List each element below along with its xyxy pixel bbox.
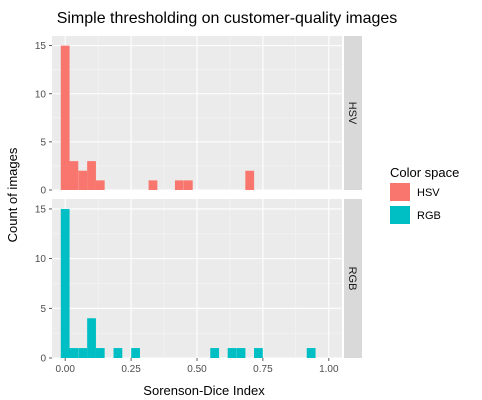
x-tick-label: 1.00	[319, 364, 339, 375]
y-tick-label: 0	[40, 354, 46, 365]
y-tick-label: 15	[35, 41, 47, 52]
histogram-bar	[236, 348, 246, 358]
y-tick-label: 15	[35, 204, 47, 215]
histogram-bar	[113, 348, 123, 358]
x-tick-label: 0.25	[121, 364, 141, 375]
facet-panel-hsv: 0 5 10 15 HSV	[35, 36, 362, 197]
x-tick-label: 0.00	[55, 364, 75, 375]
histogram-bar	[95, 180, 105, 190]
x-tick-label: 0.75	[253, 364, 273, 375]
facet-panel-rgb: 0 5 10 15 RGB	[35, 199, 362, 365]
histogram-bar	[306, 348, 316, 358]
histogram-bar	[183, 180, 193, 190]
legend-label-hsv: HSV	[417, 187, 440, 199]
facet-strip	[344, 36, 362, 190]
x-axis-title: Sorenson-Dice Index	[143, 383, 265, 398]
y-tick-label: 10	[35, 254, 47, 265]
histogram-bar	[95, 348, 105, 358]
facet-strip-label: RGB	[346, 267, 358, 291]
histogram-bar	[78, 170, 88, 190]
histogram-bar	[245, 170, 255, 190]
y-axis-title: Count of images	[5, 147, 20, 242]
histogram-bar	[78, 348, 88, 358]
chart-title: Simple thresholding on customer-quality …	[57, 10, 398, 27]
facet-strip-label: HSV	[346, 102, 358, 125]
legend: Color space HSV RGB	[390, 165, 459, 224]
histogram-bar	[69, 348, 79, 358]
legend-swatch-hsv	[390, 183, 410, 201]
facet-strip	[344, 199, 362, 358]
y-tick-label: 5	[40, 137, 46, 148]
histogram-bar	[148, 180, 158, 190]
histogram-bar	[227, 348, 237, 358]
x-axis: 0.00 0.25 0.50 0.75 1.00	[55, 358, 339, 375]
histogram-bar	[69, 161, 79, 190]
histogram-bar	[87, 161, 96, 190]
histogram-bar	[254, 348, 263, 358]
histogram-bar	[60, 208, 70, 358]
x-tick-label: 0.50	[187, 364, 207, 375]
y-tick-label: 10	[35, 89, 47, 100]
histogram-bar	[174, 180, 184, 190]
histogram-bar	[131, 348, 140, 358]
histogram-bar	[60, 45, 70, 190]
y-tick-label: 0	[40, 186, 46, 197]
y-tick-label: 5	[40, 304, 46, 315]
legend-swatch-rgb	[390, 206, 410, 224]
histogram-bar	[210, 348, 220, 358]
histogram-bar	[87, 318, 96, 358]
legend-title: Color space	[390, 165, 459, 180]
legend-label-rgb: RGB	[417, 210, 441, 222]
